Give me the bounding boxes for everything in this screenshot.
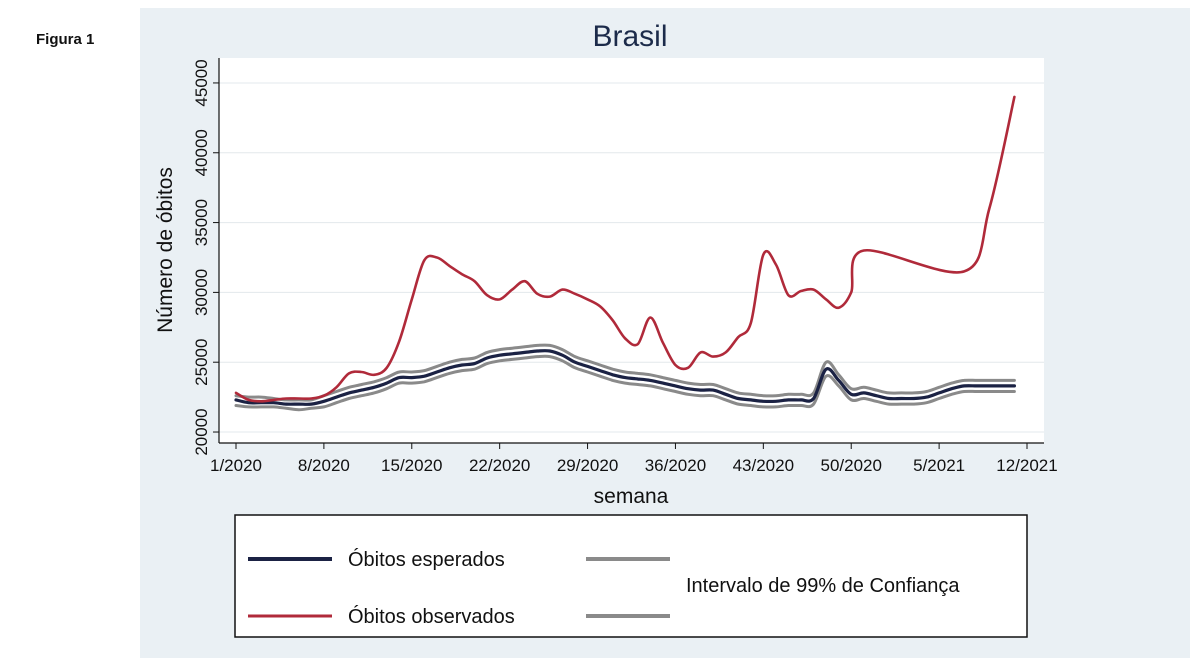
legend-label-expected: Óbitos esperados (348, 548, 505, 571)
x-tick-label: 1/2020 (210, 456, 262, 475)
x-tick-label: 22/2020 (469, 456, 530, 475)
y-tick-label: 20000 (192, 408, 211, 455)
x-tick-label: 8/2020 (298, 456, 350, 475)
axes: 20000 25000 30000 35000 40000 45000 1/2020 8/20… (192, 58, 1058, 475)
legend: Óbitos esperados Óbitos observados Inter… (234, 514, 1028, 638)
series-group (234, 95, 1016, 412)
y-tick-label: 25000 (192, 339, 211, 386)
x-tick-label: 36/2020 (645, 456, 706, 475)
chart-title: Brasil (592, 20, 667, 53)
x-tick-label: 50/2020 (820, 456, 881, 475)
x-tick-label: 15/2020 (381, 456, 442, 475)
y-tick-label: 45000 (192, 59, 211, 106)
legend-label-ci: Intervalo de 99% de Confiança (686, 575, 960, 597)
series-line-observed (234, 95, 1016, 403)
gridlines (219, 82, 1044, 433)
chart-svg: Brasil 20000 25000 30000 35000 40000 45000 1/2… (154, 20, 1058, 638)
legend-label-observed: Óbitos observados (348, 605, 515, 628)
figure-label: Figura 1 (36, 31, 95, 48)
series-line-ci-upper (234, 343, 1016, 402)
y-tick-label: 40000 (192, 129, 211, 176)
y-axis-title: Número de óbitos (154, 167, 177, 333)
series-line-ci-lower (234, 354, 1016, 412)
x-tick-label: 29/2020 (557, 456, 618, 475)
chart-panel: Brasil 20000 25000 30000 35000 40000 45000 1/2… (140, 8, 1190, 658)
y-tick-label: 30000 (192, 269, 211, 316)
series-line-expected (234, 349, 1016, 406)
x-axis-title: semana (594, 485, 669, 508)
y-tick-label: 35000 (192, 199, 211, 246)
x-tick-label: 12/2021 (996, 456, 1057, 475)
x-tick-label: 43/2020 (733, 456, 794, 475)
x-tick-label: 5/2021 (913, 456, 965, 475)
